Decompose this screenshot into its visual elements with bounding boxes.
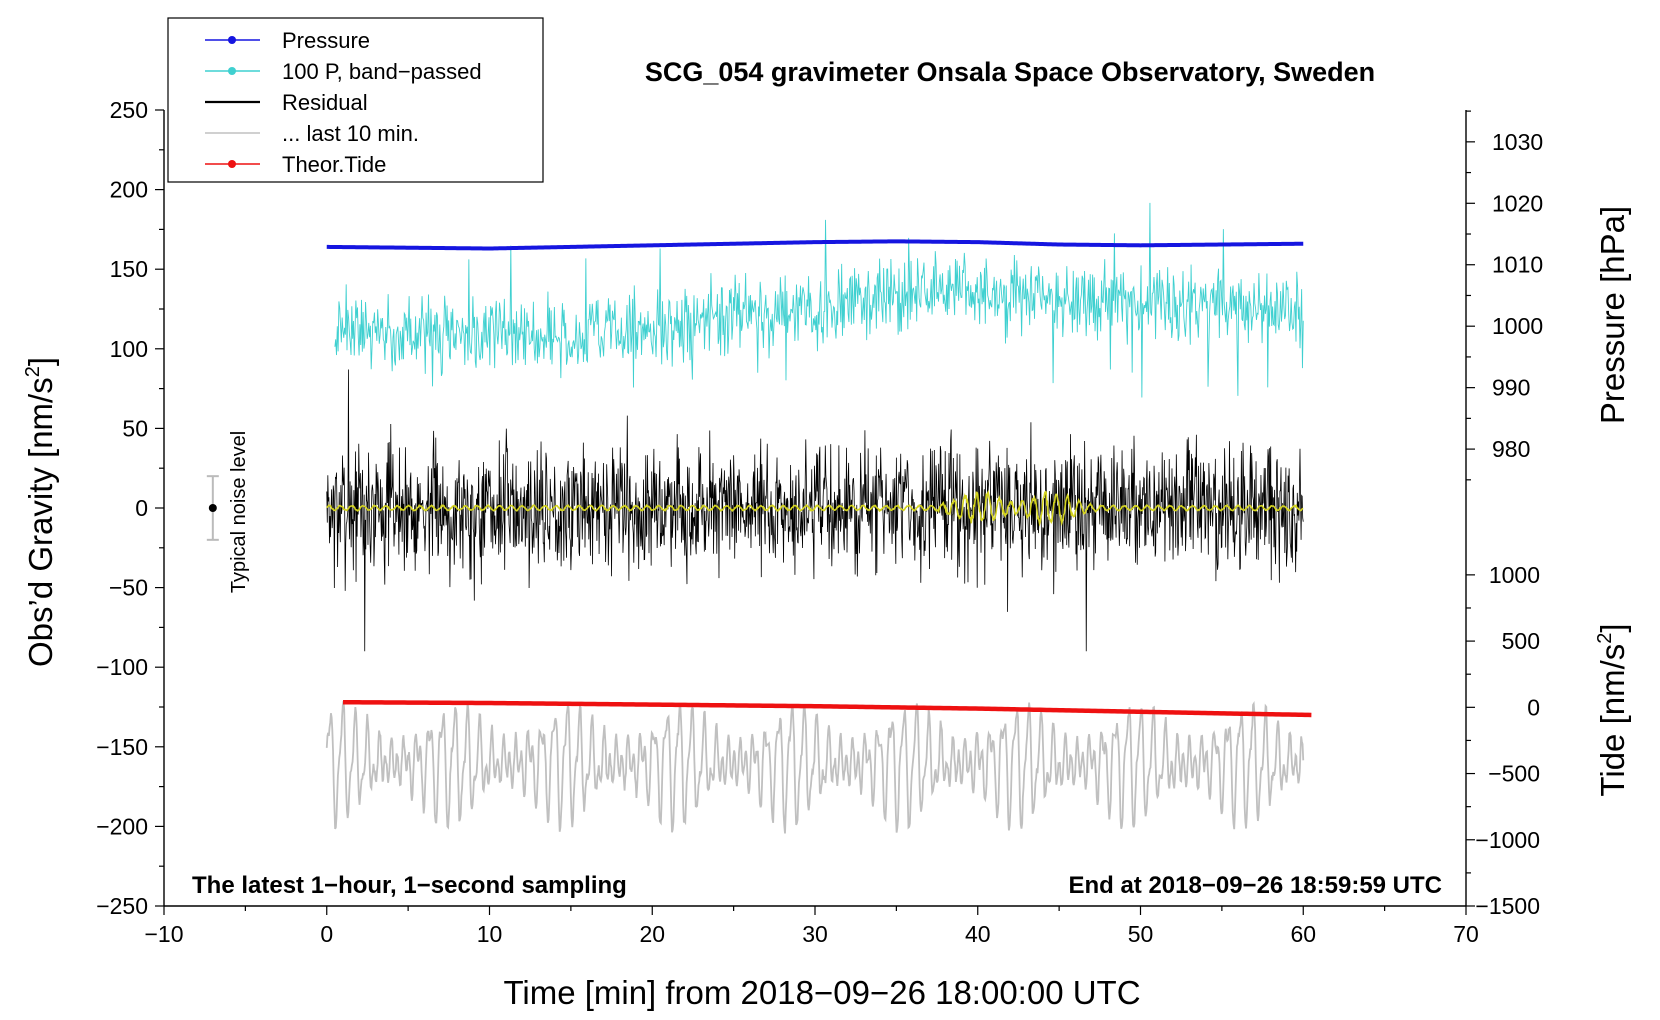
y-pressure-tick-label: 1030 [1492, 129, 1543, 155]
y-left-tick-label: 150 [110, 256, 148, 282]
x-tick-label: 30 [802, 921, 828, 947]
series-pressure [326, 239, 1304, 251]
y-left-tick-label: −150 [96, 734, 148, 760]
legend-marker-4 [228, 160, 236, 168]
y-tide-tick-label: 1000 [1489, 562, 1540, 588]
x-tick-label: 0 [320, 921, 333, 947]
x-tick-label: 40 [965, 921, 991, 947]
legend-box [167, 17, 544, 183]
y-tide-tick-label: −500 [1488, 761, 1540, 787]
y-left-tick-label: −250 [96, 893, 148, 919]
y-tide-tick-label: −1000 [1475, 827, 1540, 853]
noise-bar-center [208, 504, 217, 512]
legend-marker-0 [228, 36, 236, 44]
y-tide-tick-label: −1500 [1475, 893, 1540, 919]
y-axis-label-tide-end: ] [1594, 623, 1631, 632]
y-left-tick-label: −200 [96, 813, 148, 839]
x-tick-label: 60 [1290, 921, 1316, 947]
x-tick-label: 10 [477, 921, 503, 947]
y-left-tick-label: 200 [110, 177, 148, 203]
x-tick-label: 20 [639, 921, 665, 947]
y-left-tick-label: 100 [110, 336, 148, 362]
y-axis-label-pressure: Pressure [hPa] [1594, 206, 1631, 424]
y-pressure-tick-label: 1020 [1492, 190, 1543, 216]
y-left-tick-label: −100 [96, 654, 148, 680]
legend-label-3: ... last 10 min. [282, 121, 419, 146]
y-axis-label-tide-base: Tide [nm/s [1594, 644, 1631, 797]
legend-label-2: Residual [282, 90, 368, 115]
y-pressure-tick-label: 980 [1492, 436, 1530, 462]
x-axis-label: Time [min] from 2018−09−26 18:00:00 UTC [503, 974, 1140, 1011]
text-layer: SCG_054 gravimeter Onsala Space Observat… [22, 57, 1631, 1011]
y-left-tick-label: 250 [110, 97, 148, 123]
series-layer [206, 202, 1312, 834]
y-axis-label-left-base: Obs’d Gravity [nm/s [22, 377, 59, 667]
legend-label-0: Pressure [282, 28, 370, 53]
legend-label-4: Theor.Tide [282, 152, 386, 177]
y-left-tick-label: 0 [135, 495, 148, 521]
y-axis-label-left-end: ] [22, 357, 59, 366]
y-pressure-tick-label: 1010 [1492, 252, 1543, 278]
y-pressure-tick-label: 1000 [1492, 313, 1543, 339]
legend-label-1: 100 P, band−passed [282, 59, 482, 84]
legend: Pressure 100 P, band−passed Residual ... la… [167, 17, 544, 183]
annotation-bottom-right: End at 2018−09−26 18:59:59 UTC [1068, 872, 1442, 899]
x-tick-label: 50 [1128, 921, 1154, 947]
x-tick-label: 70 [1453, 921, 1479, 947]
chart-title: SCG_054 gravimeter Onsala Space Observat… [645, 57, 1375, 87]
series-residual-filtered [326, 489, 1304, 527]
y-left-tick-label: −50 [109, 575, 148, 601]
y-axis-label-left: Obs’d Gravity [nm/s2] [22, 357, 59, 667]
axes-layer: −10 0 10 20 30 40 50 60 70250200150100500−50−100… [96, 97, 1543, 947]
series-pressure-bandpassed [334, 202, 1304, 398]
y-axis-label-left-sup: 2 [22, 366, 44, 377]
y-pressure-tick-label: 990 [1492, 375, 1530, 401]
noise-level-label: Typical noise level [228, 431, 250, 593]
x-tick-label: −10 [144, 921, 183, 947]
annotation-bottom-left: The latest 1−hour, 1−second sampling [192, 872, 627, 899]
y-tide-tick-label: 0 [1527, 694, 1540, 720]
series-last-10-min [325, 700, 1305, 834]
legend-marker-1 [228, 67, 236, 75]
series-theoretical-tide [343, 699, 1312, 718]
y-left-tick-label: 50 [122, 415, 148, 441]
y-tide-tick-label: 500 [1502, 628, 1540, 654]
y-axis-label-tide: Tide [nm/s2] [1594, 623, 1631, 796]
series-residual [326, 369, 1304, 652]
y-axis-label-tide-sup: 2 [1594, 633, 1616, 644]
